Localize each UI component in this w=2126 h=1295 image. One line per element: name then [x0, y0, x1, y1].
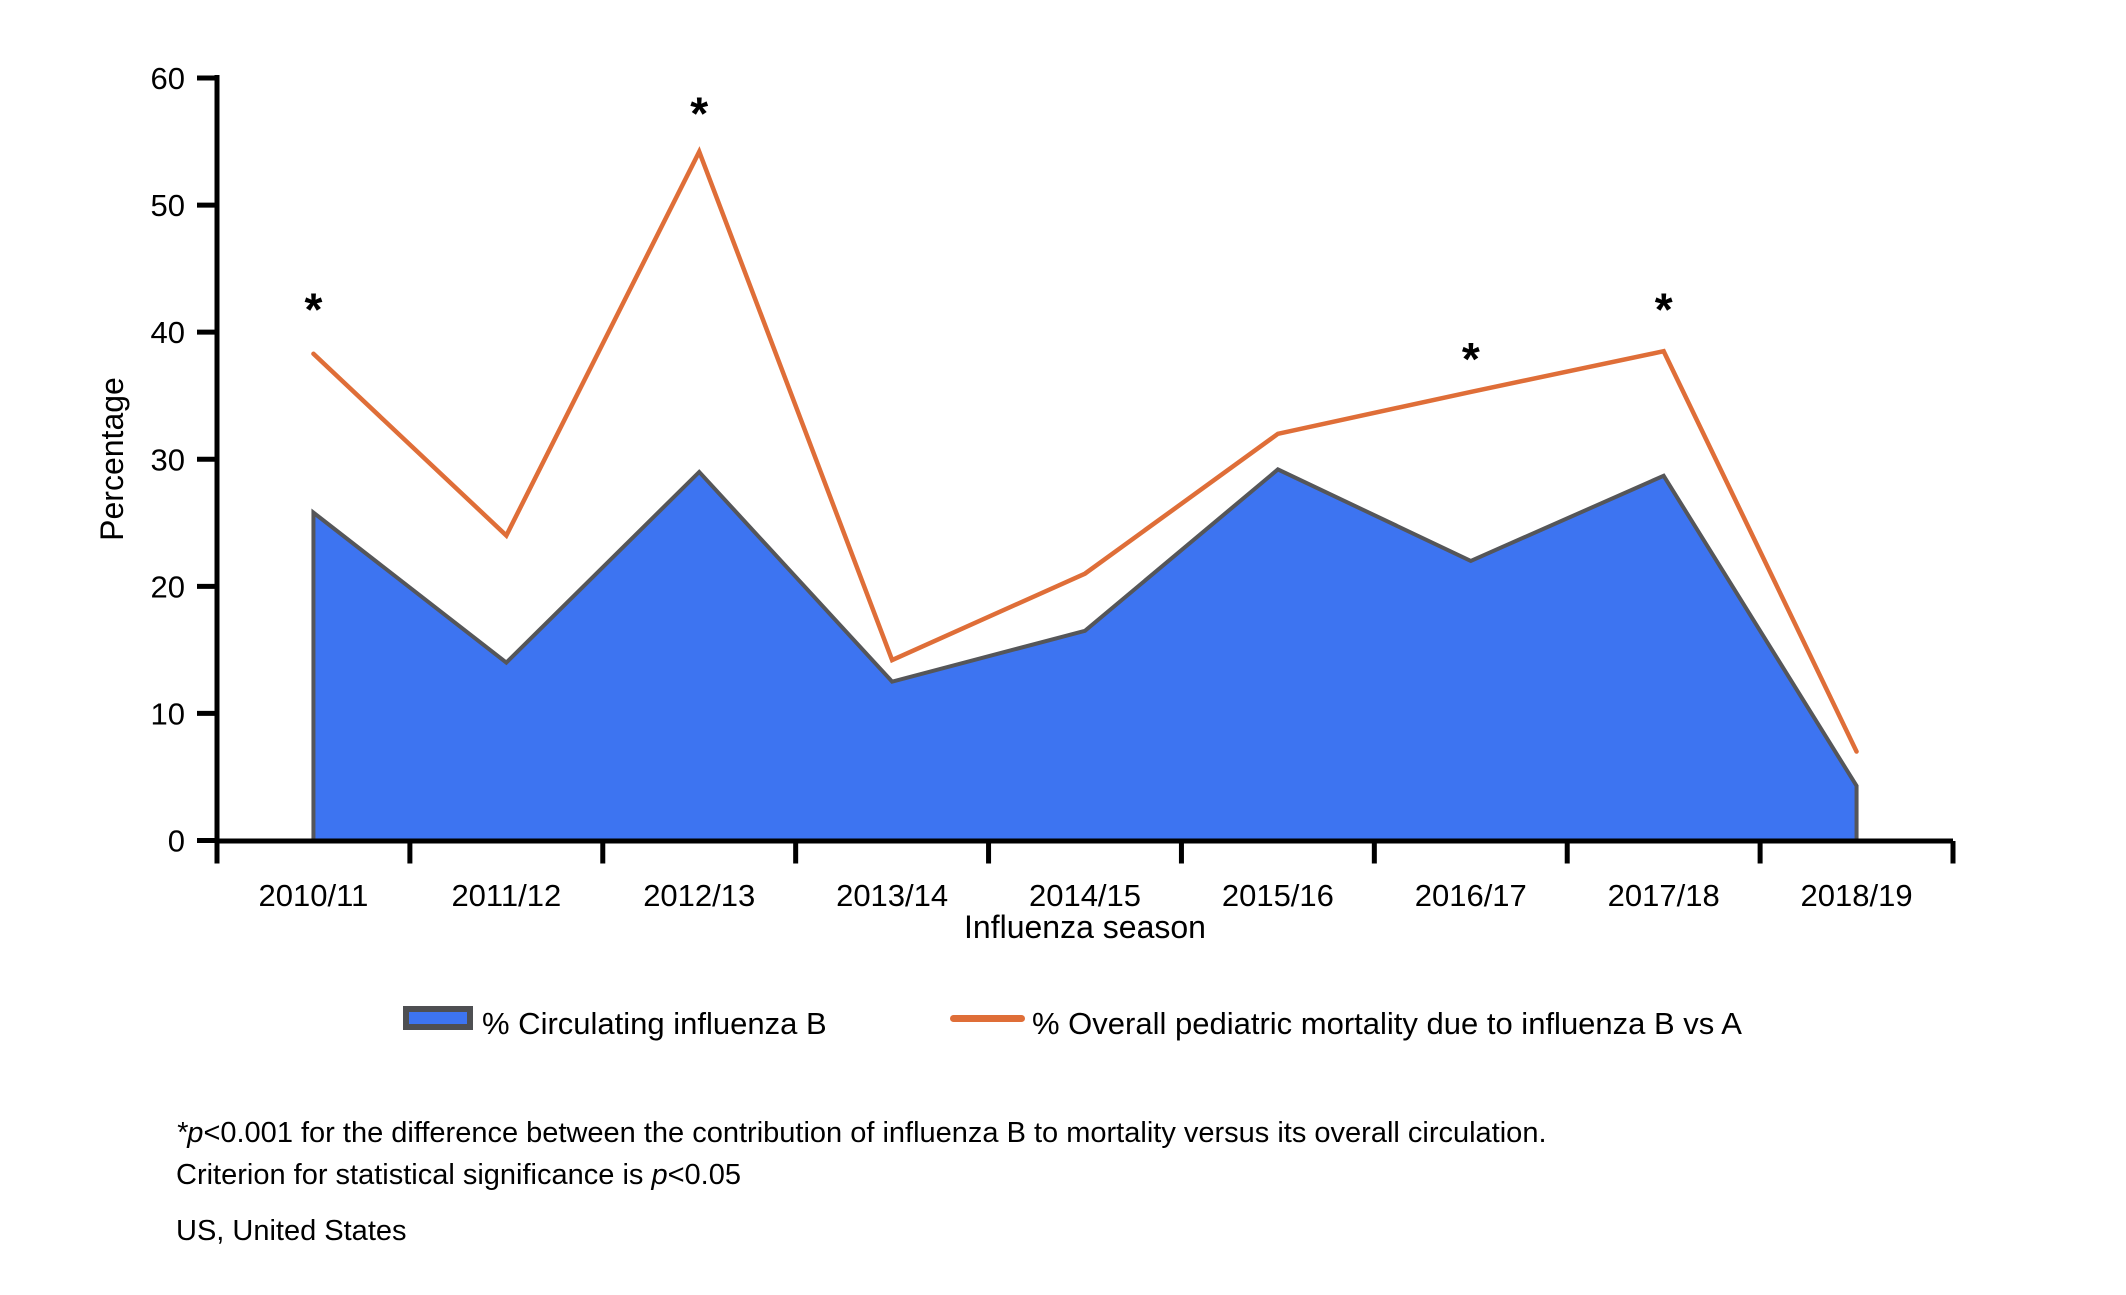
footnote-line-1: *p<0.001 for the difference between the …	[176, 1112, 1547, 1154]
legend-label-pediatric-mortality: % Overall pediatric mortality due to inf…	[1032, 1006, 1742, 1041]
y-tick-label: 40	[151, 315, 185, 350]
y-axis-title: Percentage	[94, 377, 130, 541]
footnote-line-2-text: Criterion for statistical significance i…	[176, 1159, 652, 1191]
x-tick-label: 2012/13	[643, 878, 755, 913]
area-series-circulating-b	[311, 467, 1859, 843]
significance-asterisk: *	[1462, 333, 1480, 385]
y-tick-label: 60	[151, 61, 185, 96]
x-tick-label: 2016/17	[1415, 878, 1527, 913]
line-series-pediatric-mortality	[311, 146, 1859, 754]
footnote-p-italic: p	[187, 1117, 204, 1149]
footnote-line-2: Criterion for statistical significance i…	[176, 1154, 1547, 1196]
footnote-asterisk: *	[176, 1117, 188, 1149]
legend-key-area-swatch	[403, 1006, 473, 1030]
y-tick-label: 20	[151, 569, 185, 604]
x-tick-label: 2018/19	[1801, 878, 1913, 913]
y-tick-label: 50	[151, 188, 185, 223]
significance-asterisk: *	[304, 283, 322, 335]
significance-footnote: *p<0.001 for the difference between the …	[176, 1112, 1547, 1196]
x-tick-label: 2014/15	[1029, 878, 1141, 913]
legend-key-line-swatch	[950, 1015, 1025, 1022]
significance-asterisk: *	[690, 88, 708, 140]
y-tick-label: 30	[151, 442, 185, 477]
footnote-p2-italic: p	[651, 1159, 668, 1191]
legend-label-circulating-b: % Circulating influenza B	[482, 1006, 827, 1041]
footnote-line-1-text: <0.001 for the difference between the co…	[203, 1117, 1547, 1149]
significance-asterisk: *	[1655, 283, 1673, 335]
footnote-line-2-value: <0.05	[667, 1159, 741, 1191]
y-tick-label: 0	[168, 824, 185, 859]
abbreviation-note: US, United States	[176, 1215, 407, 1247]
x-tick-label: 2013/14	[836, 878, 948, 913]
y-tick-label: 10	[151, 696, 185, 731]
x-tick-label: 2017/18	[1608, 878, 1720, 913]
x-tick-label: 2015/16	[1222, 878, 1334, 913]
x-tick-label: 2010/11	[259, 878, 369, 913]
x-tick-label: 2011/12	[451, 878, 561, 913]
x-axis-title: Influenza season	[964, 909, 1206, 945]
